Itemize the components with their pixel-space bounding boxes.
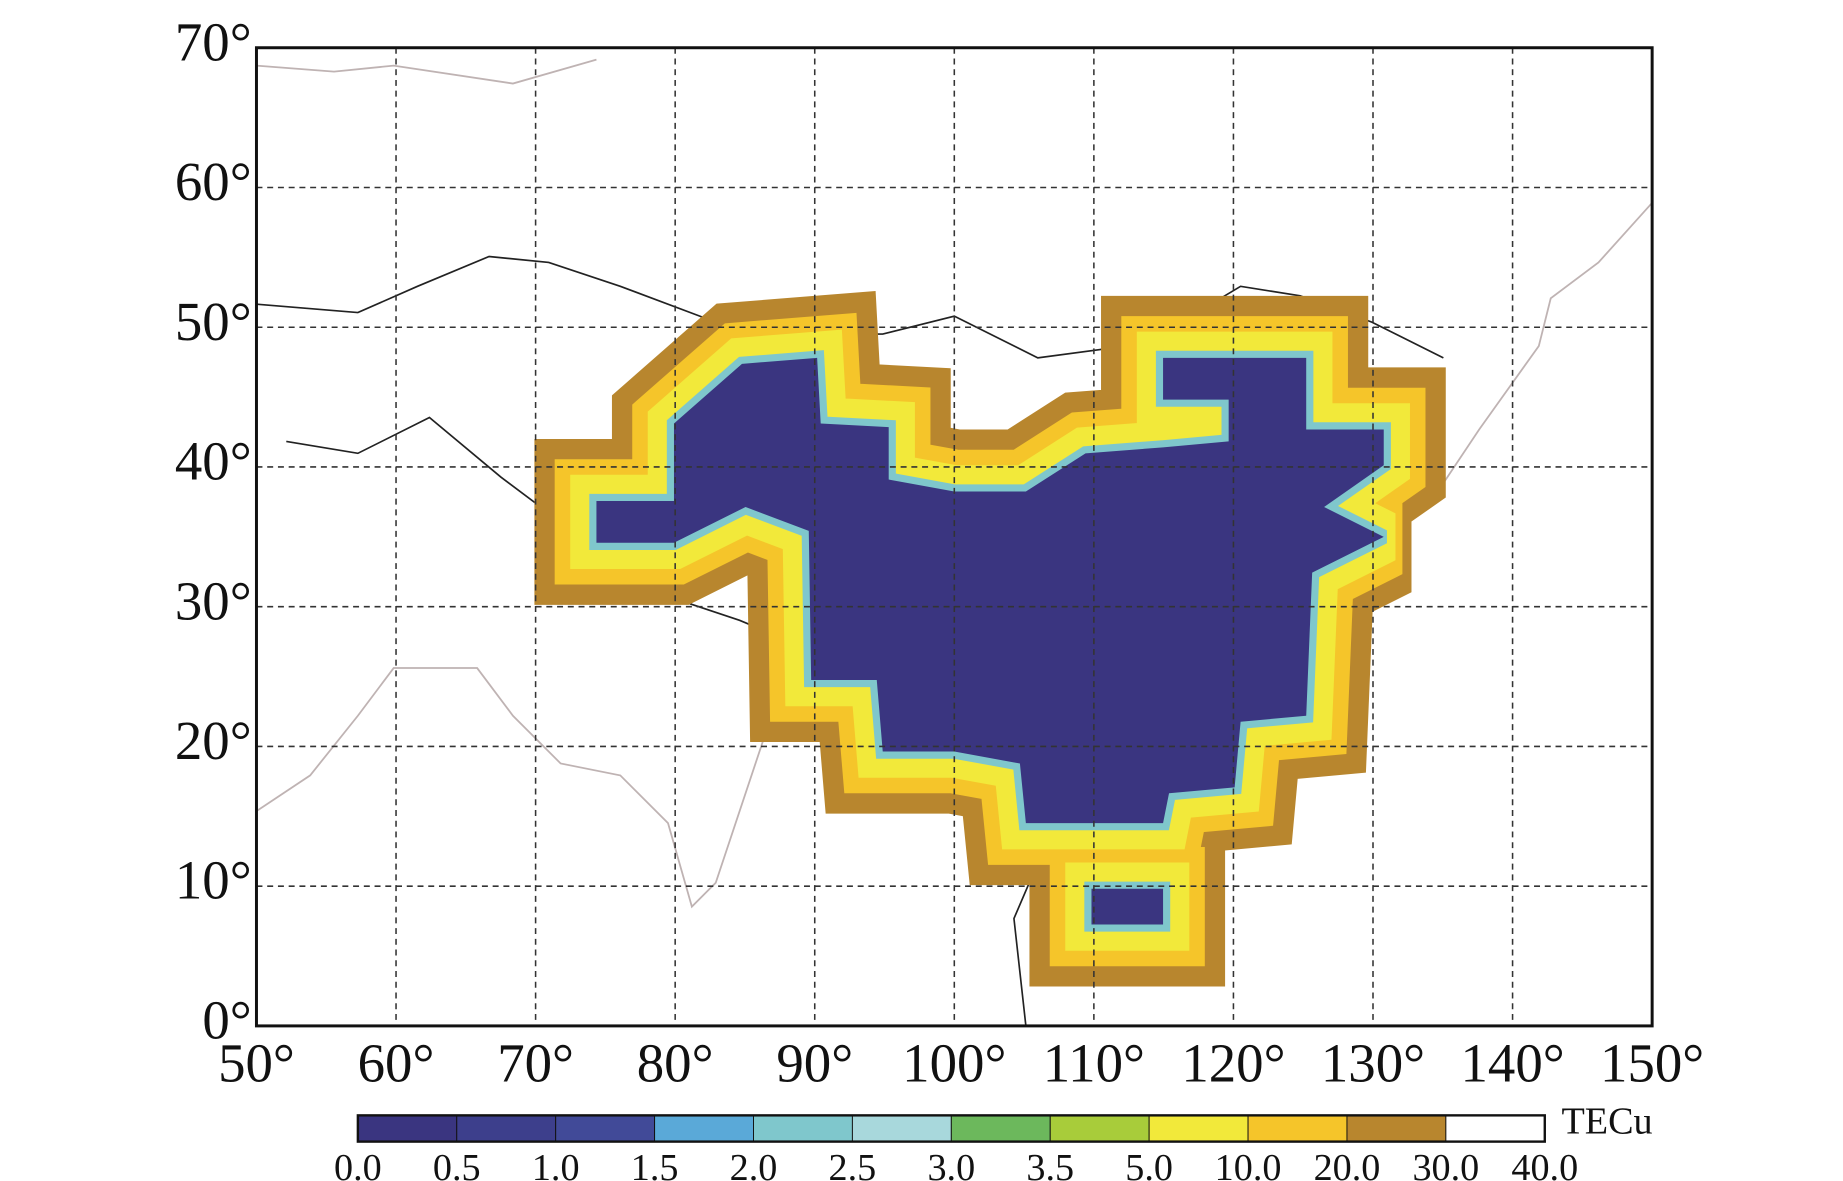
colorbar-label: 2.0	[730, 1147, 778, 1181]
colorbar-label: 10.0	[1215, 1147, 1282, 1181]
colorbar-label: 20.0	[1314, 1147, 1381, 1181]
colorbar-segment	[851, 1114, 952, 1143]
x-tick-label: 100°	[902, 1032, 1006, 1093]
y-tick-label: 60°	[175, 151, 252, 212]
x-tick-label: 70°	[497, 1032, 574, 1093]
y-tick-label: 40°	[175, 431, 252, 492]
x-tick-label: 150°	[1600, 1032, 1704, 1093]
colorbar-segment	[456, 1114, 557, 1143]
colorbar-segment	[1049, 1114, 1150, 1143]
x-tick-label: 140°	[1460, 1032, 1564, 1093]
x-tick-label: 120°	[1181, 1032, 1285, 1093]
colorbar-label: 5.0	[1125, 1147, 1173, 1181]
colorbar-segment	[1445, 1114, 1546, 1143]
tec-contour	[596, 358, 1383, 925]
colorbar-segment	[753, 1114, 853, 1143]
y-tick-label: 20°	[175, 710, 252, 771]
colorbar-label: 3.5	[1026, 1147, 1074, 1181]
coastlines	[256, 58, 1653, 909]
plot-frame	[254, 46, 1654, 1028]
x-tick-label: 60°	[358, 1032, 435, 1093]
colorbar-label: 0.5	[433, 1147, 481, 1181]
x-tick-label: 80°	[637, 1032, 714, 1093]
map-layer	[256, 58, 1653, 1026]
colorbar-label: 30.0	[1412, 1147, 1479, 1181]
colorbar-label: 0.0	[334, 1147, 382, 1181]
colorbar-segment	[1148, 1114, 1249, 1143]
colorbar-label: 1.5	[631, 1147, 679, 1181]
colorbar-segment	[950, 1114, 1051, 1143]
colorbar-label: 40.0	[1511, 1147, 1578, 1181]
x-tick-label: 50°	[218, 1032, 295, 1093]
y-tick-label: 30°	[175, 570, 252, 631]
colorbar-segment	[1346, 1114, 1447, 1143]
y-tick-label: 0°	[202, 989, 251, 1050]
x-tick-label: 130°	[1321, 1032, 1425, 1093]
colorbar-segment	[357, 1114, 458, 1143]
colorbar-label: 2.5	[829, 1147, 877, 1181]
colorbar-segment	[1247, 1114, 1348, 1143]
y-tick-label: 10°	[175, 850, 252, 911]
colorbar-segment	[555, 1114, 656, 1143]
colorbar-frame	[356, 1114, 1546, 1143]
y-tick-label: 50°	[175, 291, 252, 352]
x-tick-label: 90°	[776, 1032, 853, 1093]
colorbar-segment	[654, 1114, 754, 1143]
y-tick-label: 70°	[175, 11, 252, 72]
colorbar-unit: TECu	[1561, 1101, 1652, 1143]
colorbar-label: 1.0	[532, 1147, 580, 1181]
x-tick-label: 110°	[1043, 1032, 1145, 1093]
colorbar-label: 3.0	[927, 1147, 975, 1181]
